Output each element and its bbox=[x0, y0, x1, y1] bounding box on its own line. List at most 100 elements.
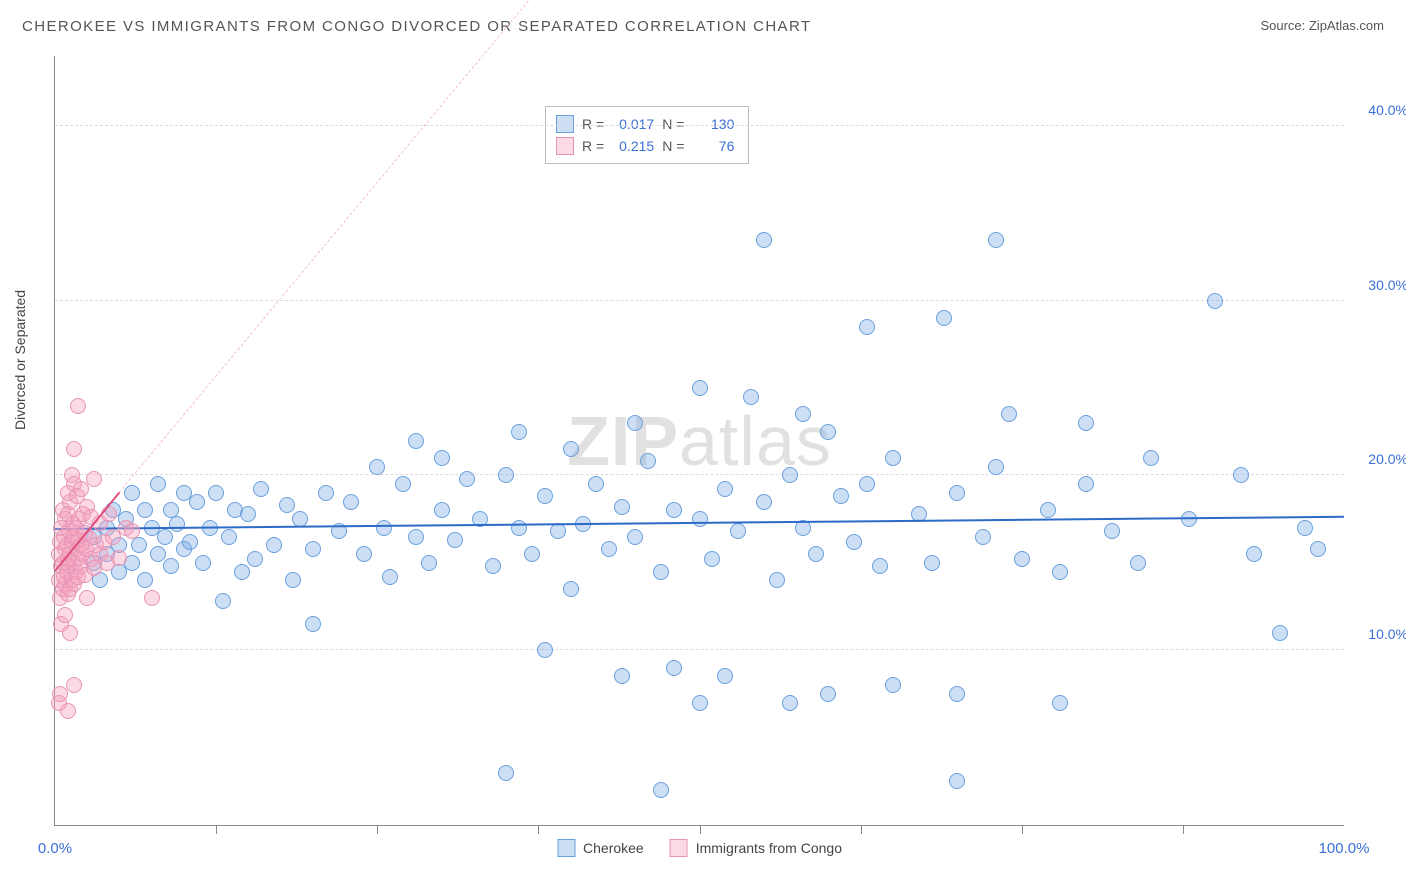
source-prefix: Source: bbox=[1260, 18, 1308, 33]
data-point bbox=[1233, 467, 1249, 483]
data-point bbox=[808, 546, 824, 562]
legend-R-value: 0.215 bbox=[612, 135, 654, 157]
data-point bbox=[157, 529, 173, 545]
data-point bbox=[704, 551, 720, 567]
data-point bbox=[124, 485, 140, 501]
data-point bbox=[653, 782, 669, 798]
x-tick bbox=[377, 825, 378, 834]
data-point bbox=[717, 668, 733, 684]
data-point bbox=[833, 488, 849, 504]
data-point bbox=[137, 572, 153, 588]
data-point bbox=[949, 686, 965, 702]
data-point bbox=[66, 677, 82, 693]
data-point bbox=[434, 450, 450, 466]
data-point bbox=[717, 481, 733, 497]
data-point bbox=[266, 537, 282, 553]
data-point bbox=[1143, 450, 1159, 466]
data-point bbox=[1052, 564, 1068, 580]
legend-label: Immigrants from Congo bbox=[696, 840, 842, 856]
legend-R-label: R = bbox=[582, 135, 604, 157]
legend-N-value: 76 bbox=[692, 135, 734, 157]
data-point bbox=[247, 551, 263, 567]
data-point bbox=[356, 546, 372, 562]
source-link[interactable]: ZipAtlas.com bbox=[1309, 18, 1384, 33]
data-point bbox=[305, 616, 321, 632]
data-point bbox=[1078, 415, 1094, 431]
legend-swatch-congo bbox=[670, 839, 688, 857]
data-point bbox=[820, 686, 836, 702]
legend-item-congo: Immigrants from Congo bbox=[670, 839, 842, 857]
data-point bbox=[666, 502, 682, 518]
data-point bbox=[1207, 293, 1223, 309]
data-point bbox=[485, 558, 501, 574]
trend-line bbox=[119, 0, 571, 493]
data-point bbox=[86, 471, 102, 487]
data-point bbox=[1246, 546, 1262, 562]
data-point bbox=[1310, 541, 1326, 557]
data-point bbox=[550, 523, 566, 539]
y-tick-label: 10.0% bbox=[1350, 626, 1406, 642]
data-point bbox=[1272, 625, 1288, 641]
data-point bbox=[195, 555, 211, 571]
data-point bbox=[795, 406, 811, 422]
data-point bbox=[1052, 695, 1068, 711]
x-tick bbox=[216, 825, 217, 834]
data-point bbox=[756, 232, 772, 248]
data-point bbox=[782, 467, 798, 483]
legend-stats-row: R = 0.215 N = 76 bbox=[556, 135, 734, 157]
data-point bbox=[988, 459, 1004, 475]
y-tick-label: 40.0% bbox=[1350, 102, 1406, 118]
data-point bbox=[885, 677, 901, 693]
y-axis-label: Divorced or Separated bbox=[12, 290, 28, 430]
x-tick bbox=[861, 825, 862, 834]
data-point bbox=[588, 476, 604, 492]
data-point bbox=[614, 668, 630, 684]
data-point bbox=[408, 529, 424, 545]
data-point bbox=[614, 499, 630, 515]
data-point bbox=[692, 380, 708, 396]
data-point bbox=[111, 550, 127, 566]
y-tick-label: 20.0% bbox=[1350, 451, 1406, 467]
data-point bbox=[144, 590, 160, 606]
data-point bbox=[70, 398, 86, 414]
data-point bbox=[52, 686, 68, 702]
data-point bbox=[756, 494, 772, 510]
data-point bbox=[820, 424, 836, 440]
data-point bbox=[1001, 406, 1017, 422]
x-tick bbox=[1183, 825, 1184, 834]
data-point bbox=[369, 459, 385, 475]
data-point bbox=[459, 471, 475, 487]
data-point bbox=[563, 441, 579, 457]
chart-title: CHEROKEE VS IMMIGRANTS FROM CONGO DIVORC… bbox=[22, 18, 812, 35]
legend-N-label: N = bbox=[662, 135, 684, 157]
data-point bbox=[692, 695, 708, 711]
legend-swatch-cherokee bbox=[557, 839, 575, 857]
x-axis-label: 0.0% bbox=[38, 840, 72, 857]
data-point bbox=[511, 520, 527, 536]
data-point bbox=[285, 572, 301, 588]
data-point bbox=[318, 485, 334, 501]
data-point bbox=[627, 415, 643, 431]
data-point bbox=[1130, 555, 1146, 571]
data-point bbox=[975, 529, 991, 545]
y-tick-label: 30.0% bbox=[1350, 277, 1406, 293]
data-point bbox=[730, 523, 746, 539]
data-point bbox=[537, 642, 553, 658]
data-point bbox=[150, 476, 166, 492]
data-point bbox=[189, 494, 205, 510]
data-point bbox=[57, 607, 73, 623]
data-point bbox=[498, 467, 514, 483]
gridline bbox=[55, 649, 1344, 650]
data-point bbox=[79, 590, 95, 606]
data-point bbox=[949, 485, 965, 501]
data-point bbox=[1014, 551, 1030, 567]
data-point bbox=[66, 441, 82, 457]
data-point bbox=[279, 497, 295, 513]
data-point bbox=[640, 453, 656, 469]
legend-series: Cherokee Immigrants from Congo bbox=[557, 839, 842, 857]
watermark-bold: ZIP bbox=[567, 402, 679, 480]
data-point bbox=[253, 481, 269, 497]
data-point bbox=[949, 773, 965, 789]
data-point bbox=[62, 625, 78, 641]
data-point bbox=[872, 558, 888, 574]
